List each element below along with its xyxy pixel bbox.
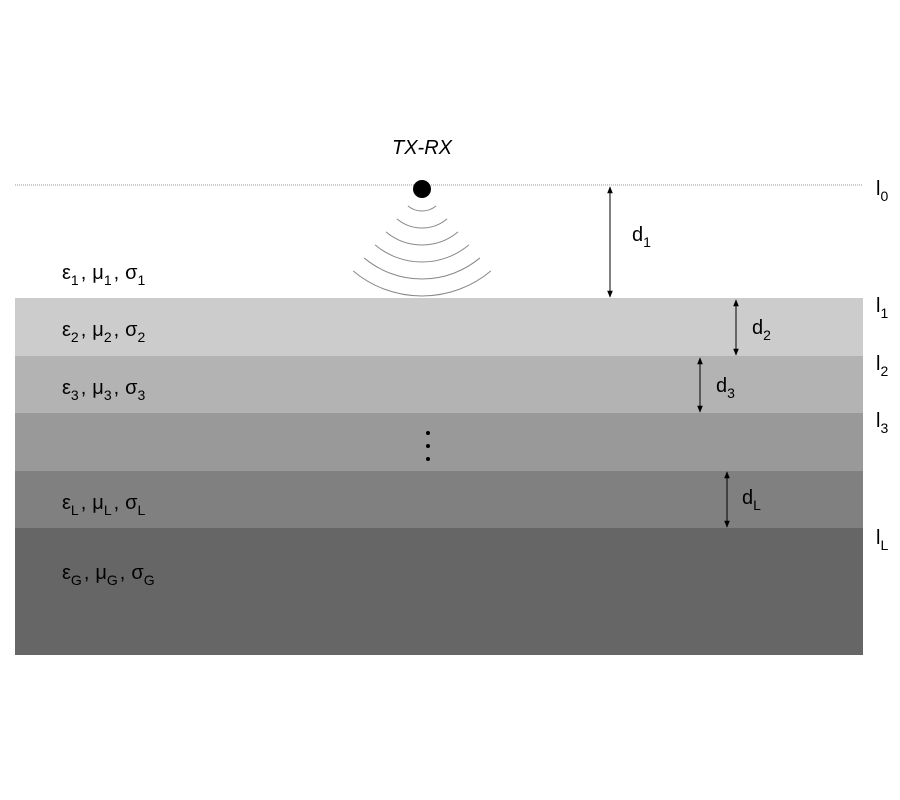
symbol: d (716, 375, 727, 397)
subscript: L (104, 502, 112, 518)
subscript: 1 (104, 272, 112, 288)
layer-3 (15, 356, 863, 413)
subscript: G (144, 572, 155, 588)
interface-label: l1 (876, 295, 888, 321)
separator: , (81, 377, 87, 399)
layer-params: εG, μG, σG (62, 562, 155, 588)
thickness-label: d2 (752, 317, 771, 343)
interface-label: l2 (876, 353, 888, 379)
subscript: 1 (138, 272, 146, 288)
symbol: ε (62, 319, 71, 341)
ellipsis-dot (426, 431, 430, 435)
subscript: 1 (643, 234, 651, 250)
subscript: L (753, 497, 761, 513)
subscript: 1 (71, 272, 79, 288)
symbol: ε (62, 262, 71, 284)
layer-params: ε3, μ3, σ3 (62, 377, 146, 403)
subscript: 3 (138, 387, 146, 403)
layer-intermediate (15, 413, 863, 471)
separator: , (114, 492, 120, 514)
subscript: 0 (880, 188, 888, 204)
symbol: ε (62, 562, 71, 584)
thickness-label: d1 (632, 224, 651, 250)
separator: , (81, 319, 87, 341)
symbol: d (742, 487, 753, 509)
symbol: l (876, 353, 880, 375)
symbol: σ (125, 319, 138, 341)
symbol: σ (125, 262, 138, 284)
subscript: G (107, 572, 118, 588)
symbol: ε (62, 377, 71, 399)
symbol: ε (62, 492, 71, 514)
subscript: L (880, 537, 888, 553)
subscript: L (138, 502, 146, 518)
thickness-label: d3 (716, 375, 735, 401)
symbol: μ (92, 377, 104, 399)
subscript: G (71, 572, 82, 588)
separator: , (114, 262, 120, 284)
symbol: μ (92, 262, 104, 284)
wave-arc (352, 270, 492, 297)
subscript: 2 (880, 363, 888, 379)
wave-arc (385, 231, 459, 246)
transceiver-label: TX-RX (392, 137, 453, 159)
layer-l (15, 471, 863, 528)
symbol: σ (125, 492, 138, 514)
subscript: 1 (880, 305, 888, 321)
symbol: σ (131, 562, 144, 584)
subscript: 2 (138, 329, 146, 345)
waves (352, 205, 492, 297)
symbol: μ (95, 562, 107, 584)
symbol: d (632, 224, 643, 246)
wave-arc (363, 257, 481, 280)
transceiver (413, 180, 431, 198)
symbol: l (876, 178, 880, 200)
thickness-label: dL (742, 487, 761, 513)
symbol: μ (92, 492, 104, 514)
layer-params: ε1, μ1, σ1 (62, 262, 146, 288)
subscript: 3 (880, 420, 888, 436)
symbol: σ (125, 377, 138, 399)
subscript: 2 (763, 327, 771, 343)
subscript: 2 (71, 329, 79, 345)
subscript: 3 (104, 387, 112, 403)
interface-label: l3 (876, 410, 888, 436)
symbol: d (752, 317, 763, 339)
symbol: μ (92, 319, 104, 341)
subscript: 3 (727, 385, 735, 401)
separator: , (84, 562, 90, 584)
wave-arc (374, 244, 470, 263)
separator: , (114, 319, 120, 341)
separator: , (120, 562, 126, 584)
wave-arc (396, 218, 448, 229)
symbol: l (876, 527, 880, 549)
layer-params: ε2, μ2, σ2 (62, 319, 146, 345)
symbol: l (876, 295, 880, 317)
interface-label: l0 (876, 178, 888, 204)
layer-2 (15, 298, 863, 356)
subscript: L (71, 502, 79, 518)
subscript: 3 (71, 387, 79, 403)
ellipsis-dot (426, 457, 430, 461)
wave-arc (407, 205, 437, 212)
interface-label: lL (876, 527, 888, 553)
layer-ground (15, 528, 863, 655)
layer-params: εL, μL, σL (62, 492, 146, 518)
symbol: l (876, 410, 880, 432)
ellipsis-dot (426, 444, 430, 448)
subscript: 2 (104, 329, 112, 345)
separator: , (114, 377, 120, 399)
separator: , (81, 492, 87, 514)
separator: , (81, 262, 87, 284)
